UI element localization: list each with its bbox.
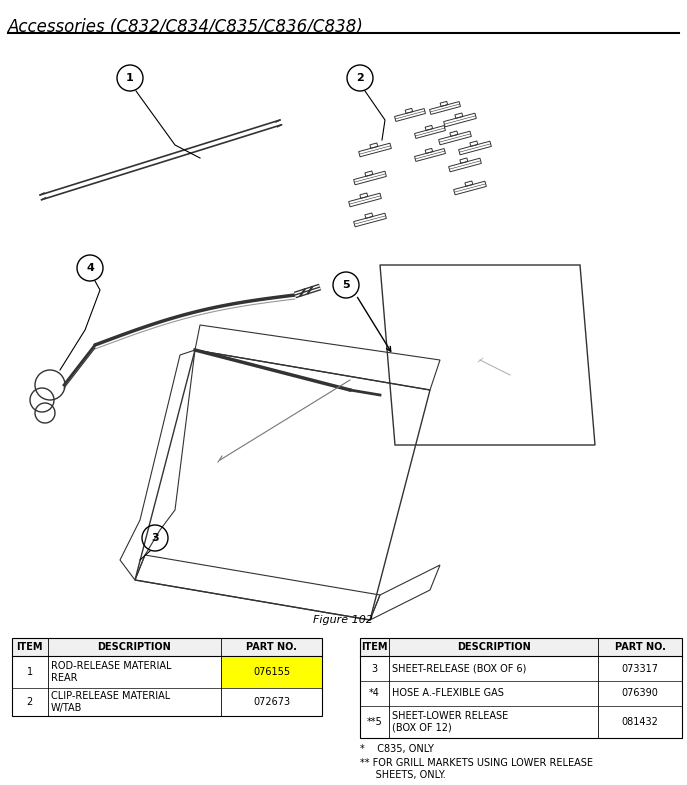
Text: 4: 4 bbox=[86, 263, 94, 273]
Text: DESCRIPTION: DESCRIPTION bbox=[98, 642, 171, 652]
Text: Figure 102: Figure 102 bbox=[313, 615, 373, 625]
Text: 072673: 072673 bbox=[253, 697, 290, 707]
Text: ROD-RELEASE MATERIAL
REAR: ROD-RELEASE MATERIAL REAR bbox=[51, 661, 171, 683]
Text: HOSE A.-FLEXIBLE GAS: HOSE A.-FLEXIBLE GAS bbox=[392, 688, 504, 699]
Text: 3: 3 bbox=[372, 663, 378, 674]
Text: 5: 5 bbox=[342, 280, 350, 290]
Text: 2: 2 bbox=[356, 73, 364, 83]
Text: *    C835, ONLY: * C835, ONLY bbox=[360, 744, 434, 754]
Text: 073317: 073317 bbox=[622, 663, 659, 674]
Text: CLIP-RELEASE MATERIAL
W/TAB: CLIP-RELEASE MATERIAL W/TAB bbox=[51, 692, 170, 713]
Text: SHEETS, ONLY.: SHEETS, ONLY. bbox=[360, 770, 446, 780]
Bar bbox=[12, 638, 322, 716]
Text: PART NO.: PART NO. bbox=[246, 642, 297, 652]
Text: Accessories (C832/C834/C835/C836/C838): Accessories (C832/C834/C835/C836/C838) bbox=[8, 18, 364, 36]
Text: PART NO.: PART NO. bbox=[615, 642, 666, 652]
Text: 1: 1 bbox=[126, 73, 134, 83]
Text: 076390: 076390 bbox=[622, 688, 659, 699]
Text: 076155: 076155 bbox=[253, 667, 290, 677]
Bar bbox=[221, 656, 322, 688]
Bar bbox=[360, 638, 682, 738]
Bar bbox=[12, 638, 322, 656]
Text: DESCRIPTION: DESCRIPTION bbox=[457, 642, 530, 652]
Text: *4: *4 bbox=[369, 688, 380, 699]
Bar bbox=[360, 638, 682, 656]
Text: 1: 1 bbox=[27, 667, 33, 677]
Text: SHEET-LOWER RELEASE
(BOX OF 12): SHEET-LOWER RELEASE (BOX OF 12) bbox=[392, 711, 508, 733]
Text: ITEM: ITEM bbox=[16, 642, 43, 652]
Text: 3: 3 bbox=[151, 533, 159, 543]
Text: 081432: 081432 bbox=[622, 717, 659, 727]
Text: SHEET-RELEASE (BOX OF 6): SHEET-RELEASE (BOX OF 6) bbox=[392, 663, 526, 674]
Text: 2: 2 bbox=[27, 697, 33, 707]
Text: ITEM: ITEM bbox=[361, 642, 387, 652]
Text: ** FOR GRILL MARKETS USING LOWER RELEASE: ** FOR GRILL MARKETS USING LOWER RELEASE bbox=[360, 758, 593, 768]
Text: **5: **5 bbox=[367, 717, 383, 727]
